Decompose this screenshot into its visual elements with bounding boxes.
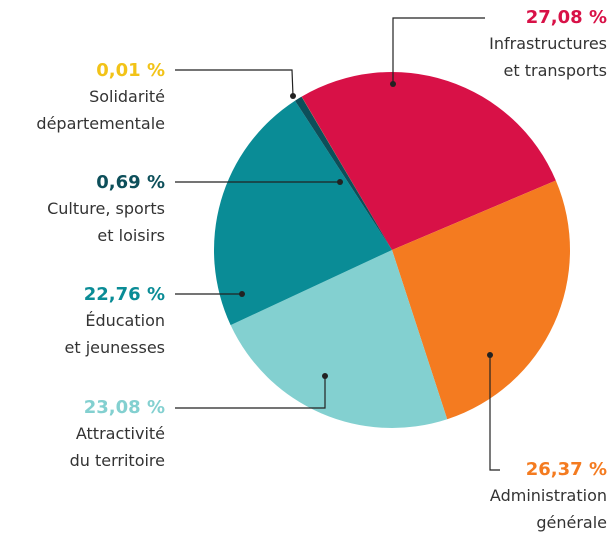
leader-line [489, 355, 500, 471]
pie-slice [214, 100, 392, 326]
leader-dot [390, 81, 396, 87]
pie-slice [301, 71, 556, 250]
leader-dot [239, 291, 245, 297]
value-label: 0,01 % [96, 60, 165, 81]
pie-slice [392, 180, 570, 420]
pie-slice [230, 250, 448, 428]
category-label: Infrastructures et transports [489, 34, 607, 80]
leader-dot [337, 179, 343, 185]
leader-dot [487, 352, 493, 358]
category-label: Administration générale [489, 486, 607, 532]
leader-dot [322, 373, 328, 379]
value-label: 27,08 % [525, 7, 607, 28]
value-label: 23,08 % [83, 397, 165, 418]
leader-line [175, 376, 326, 409]
leader-line [392, 17, 485, 84]
label: 23,08 % Attractivité du territoire [70, 396, 165, 474]
label: 0,69 % Culture, sports et loisirs [47, 171, 165, 249]
category-label: Culture, sports et loisirs [47, 199, 165, 245]
pie-slice [295, 96, 392, 251]
label: 27,08 % Infrastructures et transports [489, 6, 607, 84]
category-label: Solidarité départementale [36, 87, 165, 133]
label: 0,01 % Solidarité départementale [36, 59, 165, 137]
value-label: 26,37 % [525, 459, 607, 480]
category-label: Éducation et jeunesses [64, 311, 165, 357]
pie-slice [301, 96, 392, 251]
category-label: Attractivité du territoire [69, 424, 165, 470]
value-label: 22,76 % [83, 284, 165, 305]
label: 26,37 % Administration générale [490, 458, 607, 536]
value-label: 0,69 % [96, 172, 165, 193]
leader-dot [290, 93, 296, 99]
label: 22,76 % Éducation et jeunesses [65, 283, 165, 361]
leader-line [175, 69, 294, 97]
